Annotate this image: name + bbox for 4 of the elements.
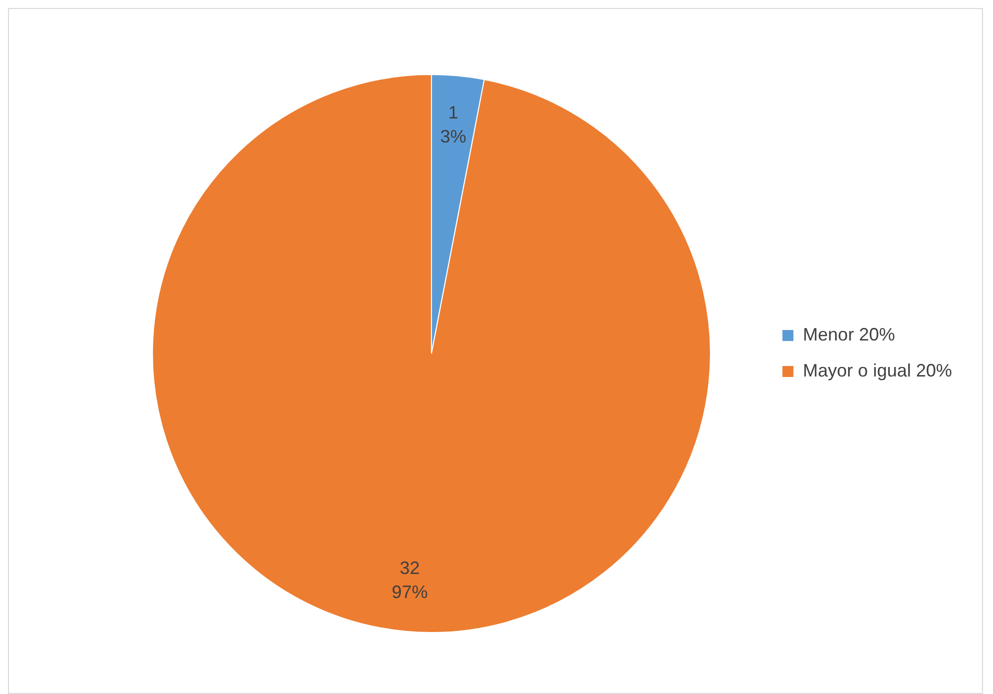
data-label: 32 97%	[392, 558, 428, 602]
legend-label: Mayor o igual 20%	[802, 360, 952, 380]
legend-label: Menor 20%	[802, 324, 895, 344]
data-label: 1 3%	[440, 102, 466, 147]
